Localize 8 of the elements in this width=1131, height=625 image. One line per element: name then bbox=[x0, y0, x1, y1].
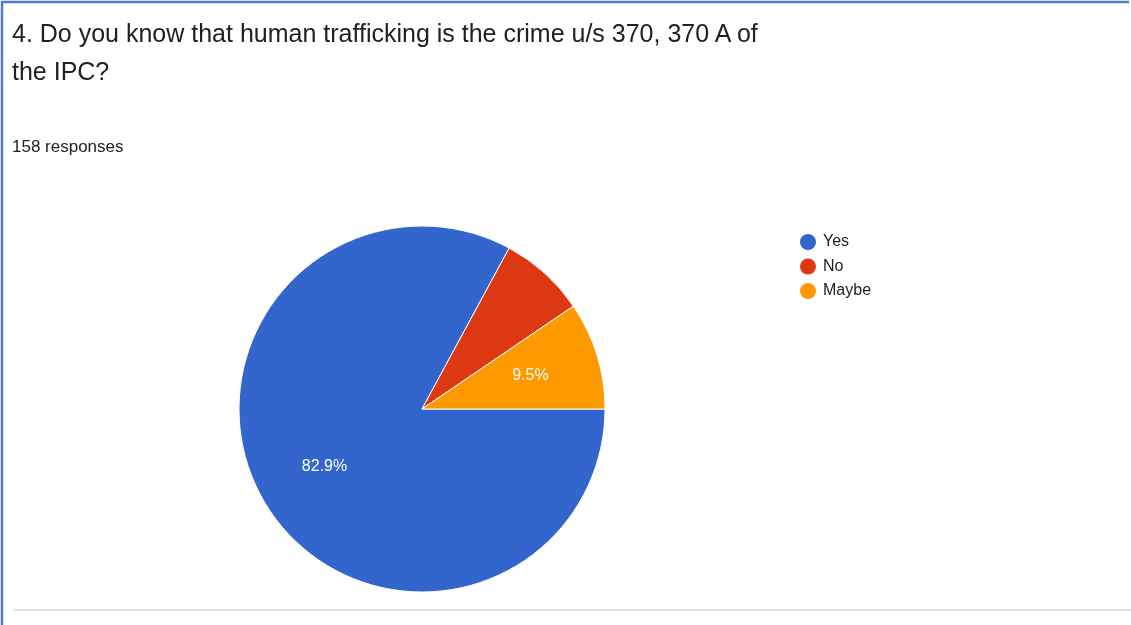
legend-label: No bbox=[823, 256, 844, 274]
legend-label: Maybe bbox=[823, 281, 872, 299]
text: 158 responses bbox=[12, 137, 124, 156]
legend-label: Yes bbox=[823, 232, 850, 250]
pie-slice bbox=[238, 225, 606, 593]
data-label: 82.9% bbox=[301, 457, 348, 475]
data-label: 9.5% bbox=[512, 365, 549, 383]
chart-title: 4. Do you know that human trafficking is the crime u/s 370, 370 A of the IPC? bbox=[12, 19, 758, 85]
